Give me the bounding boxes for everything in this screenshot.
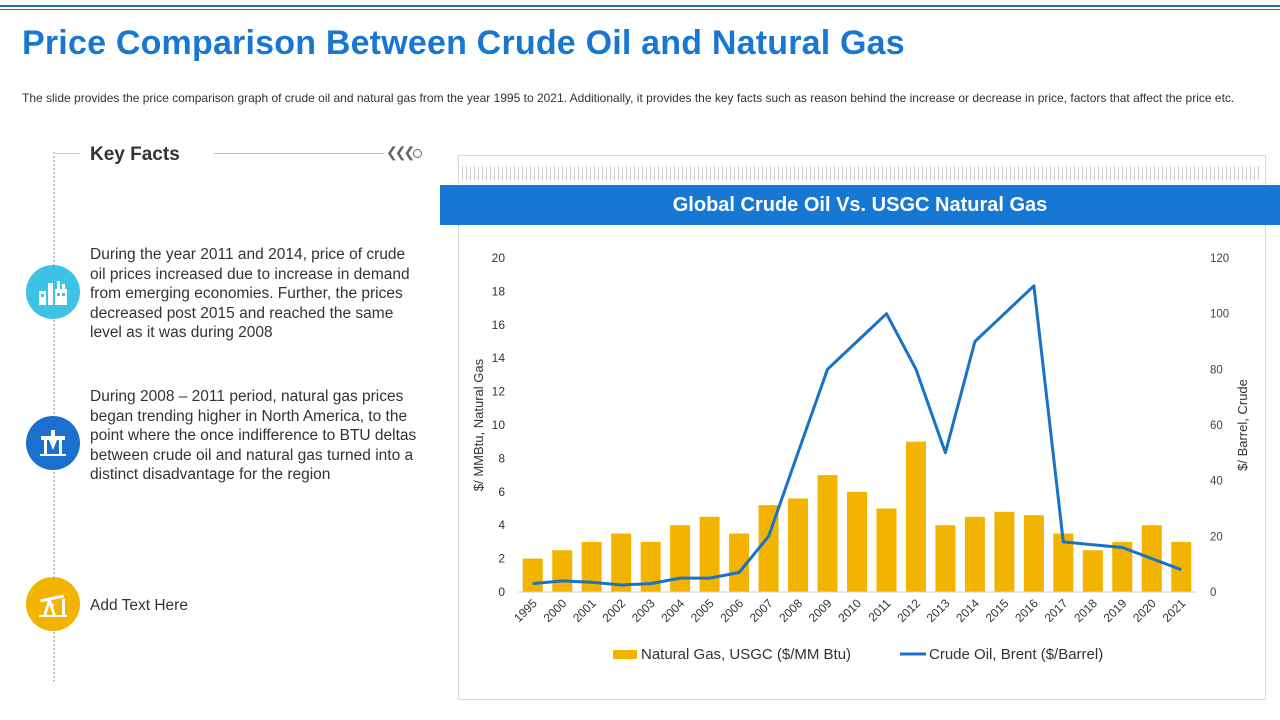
chart-bar bbox=[729, 533, 750, 592]
y-left-tick-label: 20 bbox=[492, 251, 506, 265]
x-tick-label: 2007 bbox=[747, 596, 776, 625]
chart-bar bbox=[611, 533, 632, 592]
x-tick-label: 2019 bbox=[1101, 596, 1130, 625]
x-tick-label: 2005 bbox=[688, 596, 717, 625]
y-left-tick-label: 0 bbox=[498, 585, 505, 599]
pump-jack-icon bbox=[26, 577, 80, 631]
x-tick-label: 2015 bbox=[983, 596, 1012, 625]
key-fact-1: During the year 2011 and 2014, price of … bbox=[90, 246, 410, 341]
x-tick-label: 2018 bbox=[1071, 596, 1100, 625]
chart-bar bbox=[522, 558, 543, 592]
legend-bar-swatch bbox=[613, 650, 637, 659]
x-tick-label: 2008 bbox=[776, 596, 805, 625]
y-left-axis-label: $/ MMBtu, Natural Gas bbox=[471, 358, 486, 491]
x-tick-label: 1995 bbox=[511, 596, 540, 625]
top-rule-thin bbox=[0, 9, 1280, 10]
chart-bar bbox=[758, 505, 779, 592]
chart-bar bbox=[788, 498, 809, 592]
chart-bar bbox=[964, 516, 985, 592]
y-right-tick-label: 20 bbox=[1210, 531, 1223, 543]
key-facts-rule-left bbox=[54, 153, 80, 154]
chart-bar bbox=[640, 541, 661, 592]
chart-bar bbox=[552, 550, 573, 592]
oil-rig-icon bbox=[26, 416, 80, 470]
y-right-tick-label: 80 bbox=[1210, 364, 1223, 376]
chart-bar bbox=[581, 541, 602, 592]
factory-icon bbox=[26, 265, 80, 319]
y-left-tick-label: 2 bbox=[498, 552, 505, 566]
x-tick-label: 2012 bbox=[894, 596, 923, 625]
y-left-tick-label: 4 bbox=[498, 518, 505, 532]
x-tick-label: 2013 bbox=[924, 596, 953, 625]
y-left-tick-label: 10 bbox=[492, 418, 506, 432]
chart-bar bbox=[847, 491, 867, 592]
y-left-tick-label: 6 bbox=[498, 485, 505, 499]
x-tick-label: 2010 bbox=[835, 596, 864, 625]
x-tick-label: 2021 bbox=[1160, 596, 1189, 625]
x-tick-label: 2002 bbox=[600, 596, 629, 625]
key-facts-rule bbox=[214, 153, 384, 154]
x-tick-label: 2011 bbox=[865, 596, 893, 624]
y-right-tick-label: 100 bbox=[1210, 309, 1229, 321]
arrows-icon: ❮❮❮ bbox=[386, 144, 415, 160]
x-tick-label: 2006 bbox=[717, 596, 746, 625]
chart-bar bbox=[1023, 515, 1044, 592]
y-right-tick-label: 120 bbox=[1210, 253, 1229, 265]
legend-line-label: Crude Oil, Brent ($/Barrel) bbox=[929, 646, 1103, 663]
chart-bar bbox=[1171, 541, 1192, 592]
chart-hatch-decoration bbox=[462, 166, 1262, 180]
chart-bar bbox=[699, 516, 720, 592]
x-tick-label: 2016 bbox=[1012, 596, 1041, 625]
y-right-axis-label: $/ Barrel, Crude bbox=[1235, 379, 1250, 471]
x-tick-label: 2009 bbox=[806, 596, 835, 625]
page-title: Price Comparison Between Crude Oil and N… bbox=[22, 24, 905, 62]
chart-bar bbox=[670, 525, 691, 592]
x-tick-label: 2014 bbox=[953, 596, 982, 625]
chart-bar bbox=[1112, 541, 1133, 592]
y-left-tick-label: 18 bbox=[492, 284, 506, 298]
chart-bar bbox=[876, 508, 897, 592]
y-right-tick-label: 60 bbox=[1210, 420, 1223, 432]
chart-frame bbox=[458, 155, 1266, 700]
chart-bar bbox=[905, 441, 926, 592]
y-right-tick-label: 0 bbox=[1210, 587, 1216, 599]
y-left-tick-label: 8 bbox=[498, 451, 505, 465]
x-tick-label: 2003 bbox=[629, 596, 658, 625]
y-right-tick-label: 40 bbox=[1210, 476, 1223, 488]
key-fact-2: During 2008 – 2011 period, natural gas p… bbox=[90, 388, 417, 483]
key-fact-3: Add Text Here bbox=[90, 597, 188, 614]
chart-bar bbox=[1082, 550, 1103, 592]
x-tick-label: 2020 bbox=[1130, 596, 1159, 625]
page-description: The slide provides the price comparison … bbox=[22, 91, 1235, 105]
chart-bar bbox=[817, 475, 838, 592]
x-tick-label: 2017 bbox=[1042, 596, 1071, 625]
legend-bar-label: Natural Gas, USGC ($/MM Btu) bbox=[641, 646, 851, 663]
x-tick-label: 2004 bbox=[658, 596, 687, 625]
chart-bar bbox=[1053, 533, 1074, 592]
y-left-tick-label: 14 bbox=[492, 351, 506, 365]
chart-title: Global Crude Oil Vs. USGC Natural Gas bbox=[440, 185, 1280, 225]
circle-icon bbox=[413, 149, 422, 158]
x-tick-label: 2000 bbox=[541, 596, 570, 625]
chart-bar bbox=[994, 511, 1015, 592]
y-left-tick-label: 16 bbox=[492, 318, 506, 332]
chart-bar bbox=[935, 525, 956, 592]
key-facts-title: Key Facts bbox=[90, 144, 180, 165]
y-left-tick-label: 12 bbox=[492, 385, 506, 399]
top-rule bbox=[0, 5, 1280, 7]
x-tick-label: 2001 bbox=[570, 596, 599, 625]
